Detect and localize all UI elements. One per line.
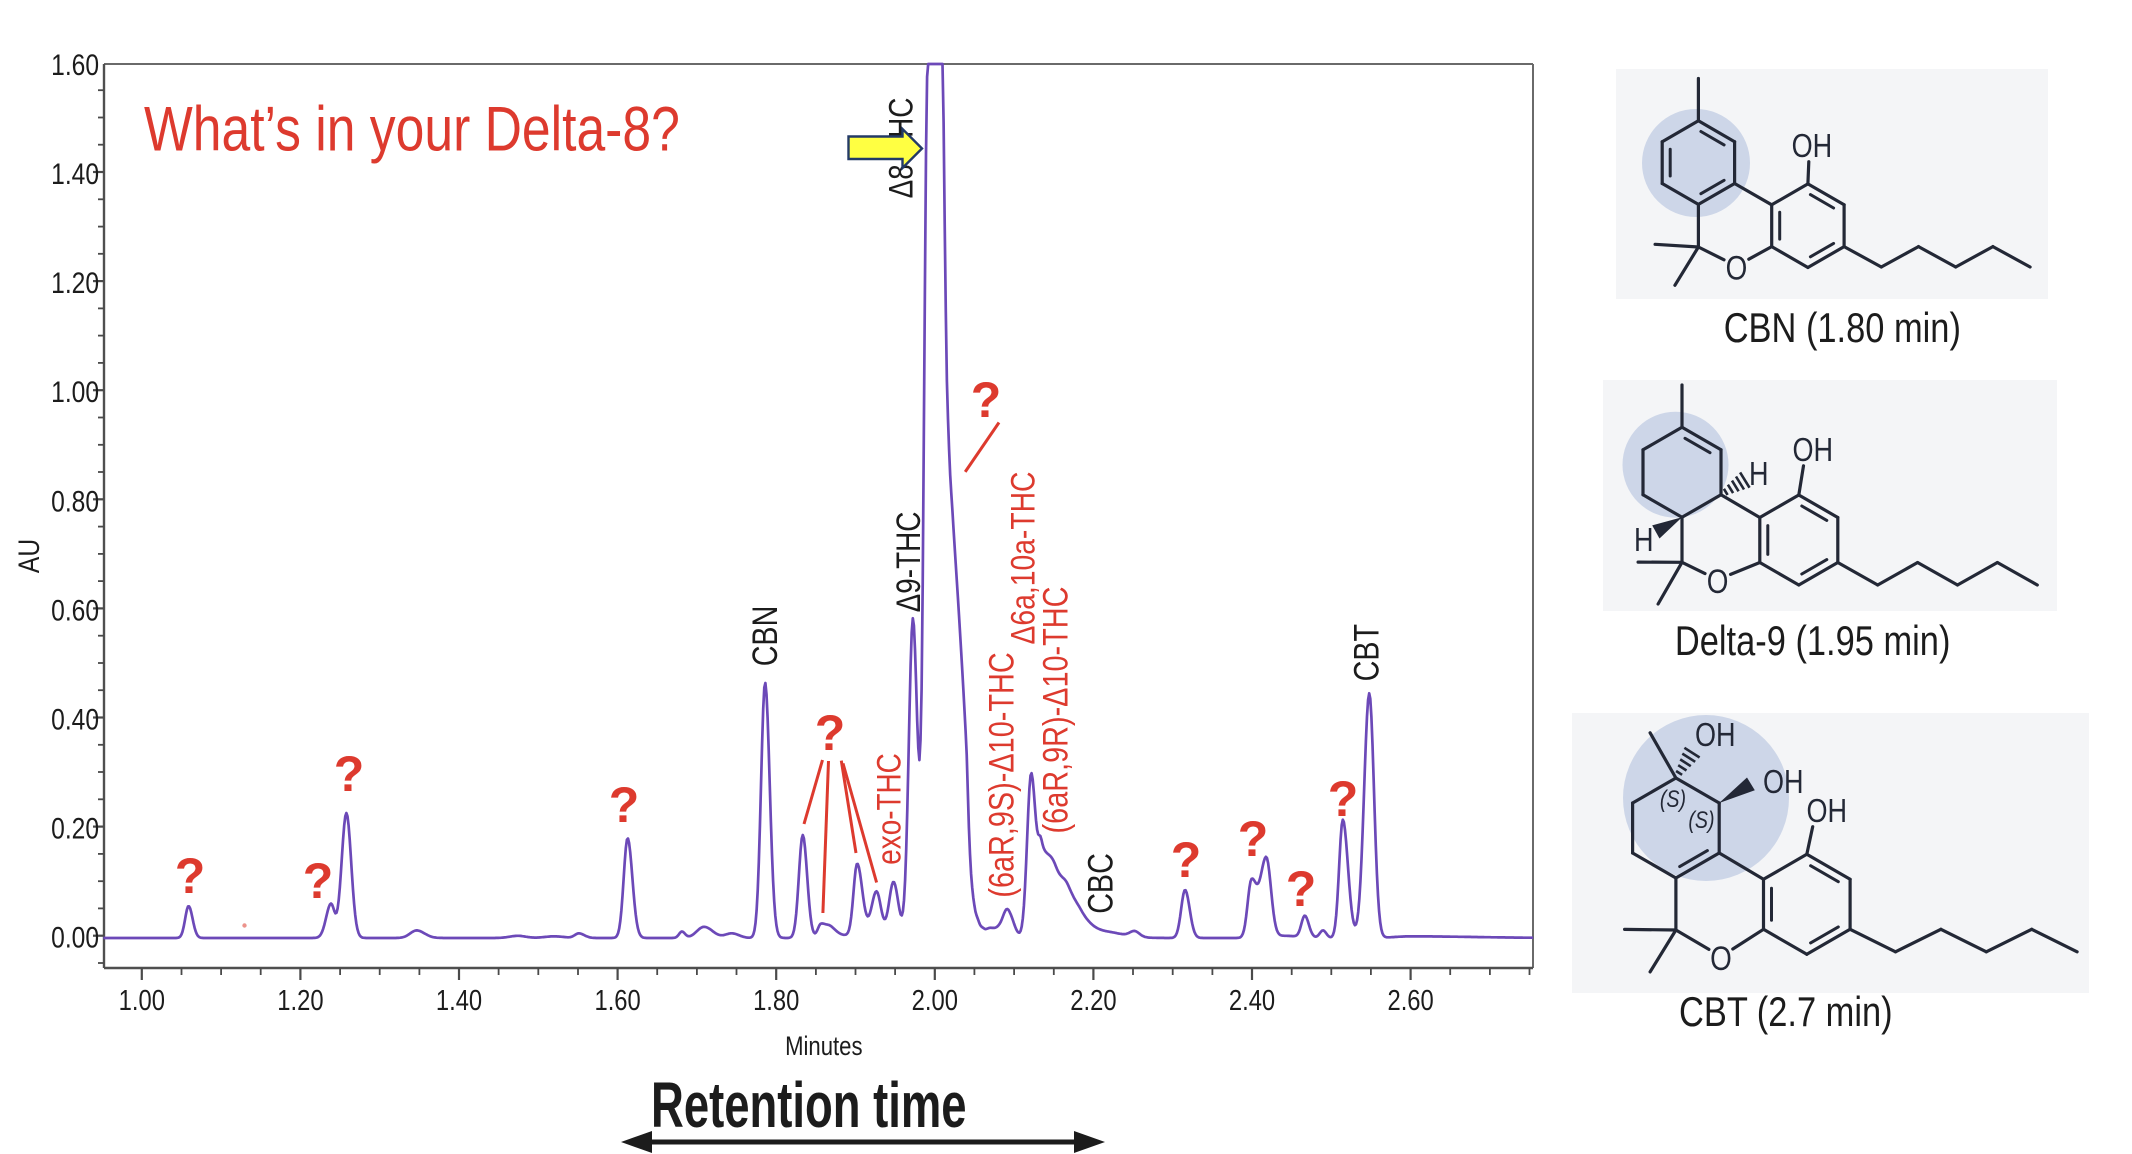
svg-text:2.20: 2.20 xyxy=(1070,984,1116,1017)
svg-text:?: ? xyxy=(1171,832,1202,888)
svg-text:0.00: 0.00 xyxy=(51,920,99,954)
svg-text:Δ6a,10a-THC: Δ6a,10a-THC xyxy=(1003,472,1042,645)
svg-text:1.60: 1.60 xyxy=(51,48,99,82)
svg-text:1.40: 1.40 xyxy=(436,984,482,1017)
svg-text:Δ9-THC: Δ9-THC xyxy=(890,512,928,613)
svg-text:OH: OH xyxy=(1792,129,1833,165)
svg-text:OH: OH xyxy=(1695,718,1736,754)
svg-text:0.40: 0.40 xyxy=(51,702,99,736)
svg-text:?: ? xyxy=(303,853,334,909)
svg-text:?: ? xyxy=(334,746,365,802)
svg-text:1.80: 1.80 xyxy=(753,984,799,1017)
svg-text:(S): (S) xyxy=(1660,785,1686,812)
svg-text:H: H xyxy=(1749,457,1769,493)
svg-text:0.80: 0.80 xyxy=(51,484,99,518)
svg-text:?: ? xyxy=(175,848,206,904)
svg-text:1.00: 1.00 xyxy=(51,375,99,409)
svg-text:2.40: 2.40 xyxy=(1229,984,1275,1017)
svg-text:1.00: 1.00 xyxy=(119,984,165,1017)
svg-text:Retention time: Retention time xyxy=(651,1069,967,1140)
svg-text:O: O xyxy=(1710,939,1732,977)
svg-text:1.40: 1.40 xyxy=(51,157,99,191)
svg-text:OH: OH xyxy=(1793,433,1834,469)
svg-text:?: ? xyxy=(1286,861,1317,917)
svg-text:H: H xyxy=(1634,523,1654,559)
svg-text:1.20: 1.20 xyxy=(51,266,99,300)
svg-text:?: ? xyxy=(1328,771,1359,827)
svg-text:(6aR,9R)-Δ10-THC: (6aR,9R)-Δ10-THC xyxy=(1036,587,1075,834)
svg-text:1.20: 1.20 xyxy=(277,984,323,1017)
svg-text:OH: OH xyxy=(1807,794,1848,830)
svg-text:1.60: 1.60 xyxy=(594,984,640,1017)
svg-text:Minutes: Minutes xyxy=(785,1032,862,1062)
svg-text:CBT: CBT xyxy=(1347,624,1386,681)
svg-text:(6aR,9S)-Δ10-THC: (6aR,9S)-Δ10-THC xyxy=(982,652,1021,897)
svg-text:O: O xyxy=(1707,563,1729,601)
svg-text:?: ? xyxy=(971,372,1002,428)
svg-text:CBN (1.80 min): CBN (1.80 min) xyxy=(1724,305,1961,352)
svg-text:(S): (S) xyxy=(1688,806,1714,833)
svg-text:O: O xyxy=(1726,249,1748,287)
svg-text:AU: AU xyxy=(11,539,45,573)
svg-text:2.00: 2.00 xyxy=(912,984,958,1017)
svg-text:?: ? xyxy=(815,705,846,761)
svg-text:Delta-9 (1.95 min): Delta-9 (1.95 min) xyxy=(1675,618,1951,665)
svg-text:CBN: CBN xyxy=(745,606,784,667)
svg-text:?: ? xyxy=(609,777,640,833)
svg-text:OH: OH xyxy=(1763,765,1804,801)
svg-text:exo-THC: exo-THC xyxy=(870,753,908,864)
svg-text:CBT (2.7 min): CBT (2.7 min) xyxy=(1679,989,1893,1036)
svg-text:?: ? xyxy=(1238,811,1269,867)
svg-text:0.20: 0.20 xyxy=(51,811,99,845)
svg-text:0.60: 0.60 xyxy=(51,593,99,627)
svg-text:What’s in your Delta-8?: What’s in your Delta-8? xyxy=(144,95,680,165)
svg-text:CBC: CBC xyxy=(1081,853,1120,914)
svg-text:2.60: 2.60 xyxy=(1387,984,1433,1017)
